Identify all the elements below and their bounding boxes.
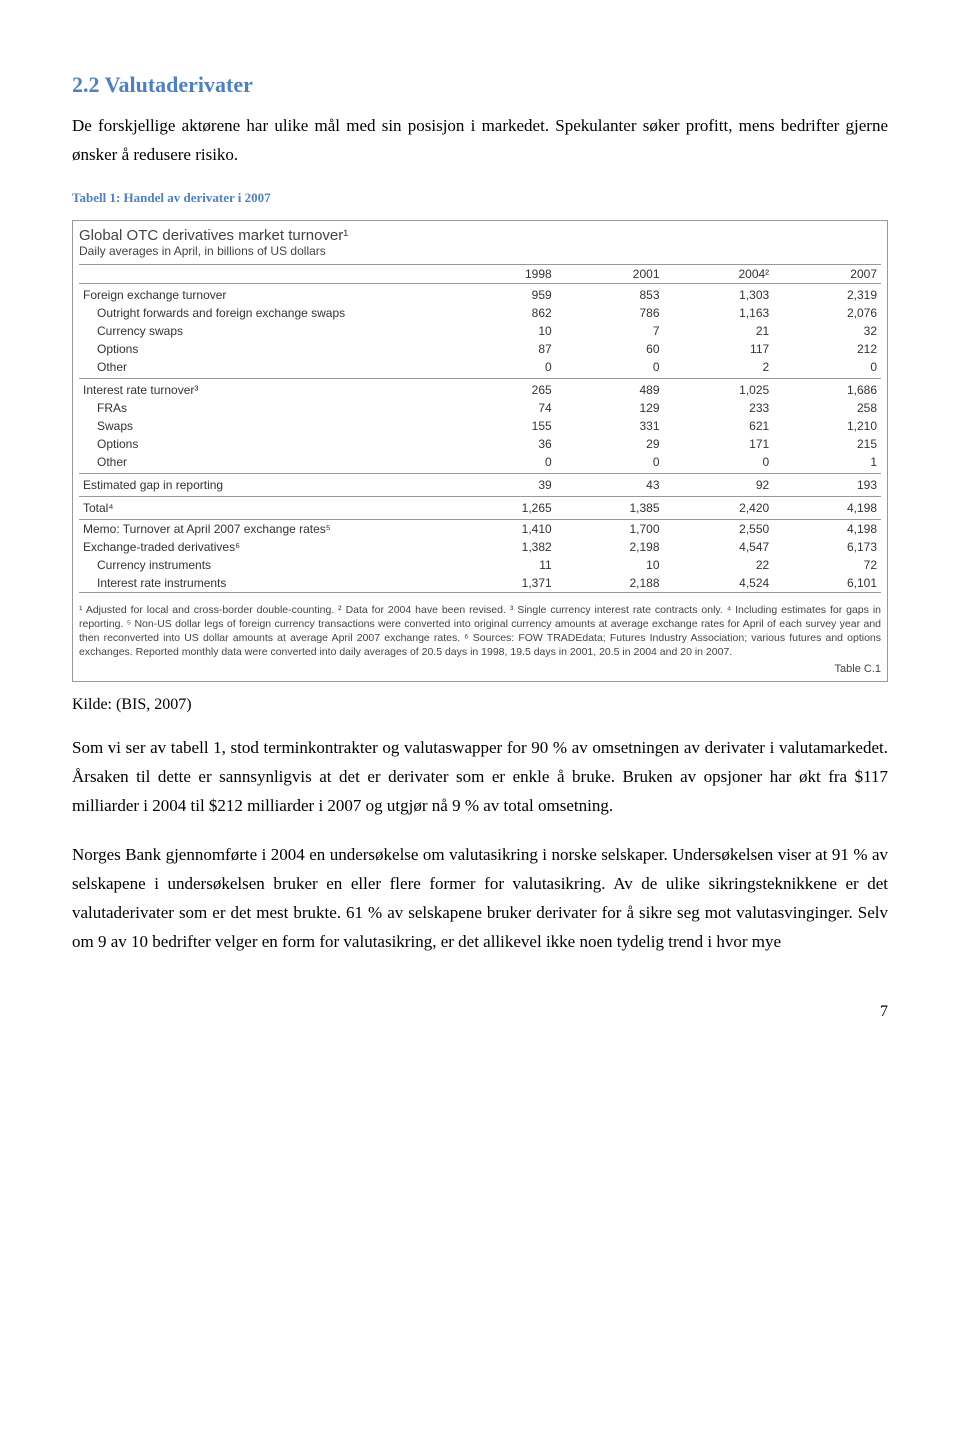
- table-row: Outright forwards and foreign exchange s…: [79, 304, 881, 322]
- table-row: Options 87 60 117 212: [79, 340, 881, 358]
- page-number: 7: [72, 1003, 888, 1021]
- col-year: 2004²: [664, 264, 774, 283]
- table-row: Other 0 0 0 1: [79, 453, 881, 474]
- source-line: Kilde: (BIS, 2007): [72, 696, 888, 714]
- table-title: Global OTC derivatives market turnover¹: [79, 227, 881, 244]
- intro-paragraph: De forskjellige aktørene har ulike mål m…: [72, 112, 888, 170]
- table-row: Estimated gap in reporting 39 43 92 193: [79, 473, 881, 496]
- table-subtitle: Daily averages in April, in billions of …: [79, 244, 881, 258]
- table-row: Options 36 29 171 215: [79, 435, 881, 453]
- col-year: 2001: [556, 264, 664, 283]
- table-row: Currency instruments 11 10 22 72: [79, 556, 881, 574]
- table-row: Total⁴ 1,265 1,385 2,420 4,198: [79, 496, 881, 519]
- table-row: Interest rate turnover³ 265 489 1,025 1,…: [79, 378, 881, 399]
- data-table: 1998 2001 2004² 2007 Foreign exchange tu…: [79, 264, 881, 593]
- table-header-row: 1998 2001 2004² 2007: [79, 264, 881, 283]
- table-footnotes: ¹ Adjusted for local and cross-border do…: [73, 597, 887, 664]
- table-row: Swaps 155 331 621 1,210: [79, 417, 881, 435]
- table-row: Memo: Turnover at April 2007 exchange ra…: [79, 519, 881, 538]
- table-row: Other 0 0 2 0: [79, 358, 881, 379]
- table-row: Currency swaps 10 7 21 32: [79, 322, 881, 340]
- section-heading: 2.2 Valutaderivater: [72, 72, 888, 98]
- table-row: Interest rate instruments 1,371 2,188 4,…: [79, 574, 881, 593]
- col-year: 2007: [773, 264, 881, 283]
- table-row: Foreign exchange turnover 959 853 1,303 …: [79, 283, 881, 304]
- table-row: Exchange-traded derivatives⁶ 1,382 2,198…: [79, 538, 881, 556]
- body-paragraph: Som vi ser av tabell 1, stod terminkontr…: [72, 734, 888, 821]
- table-credit: Table C.1: [73, 663, 887, 681]
- table-container: Global OTC derivatives market turnover¹ …: [72, 220, 888, 683]
- table-caption: Tabell 1: Handel av derivater i 2007: [72, 190, 888, 206]
- table-row: FRAs 74 129 233 258: [79, 399, 881, 417]
- col-year: 1998: [448, 264, 556, 283]
- body-paragraph: Norges Bank gjennomførte i 2004 en under…: [72, 841, 888, 957]
